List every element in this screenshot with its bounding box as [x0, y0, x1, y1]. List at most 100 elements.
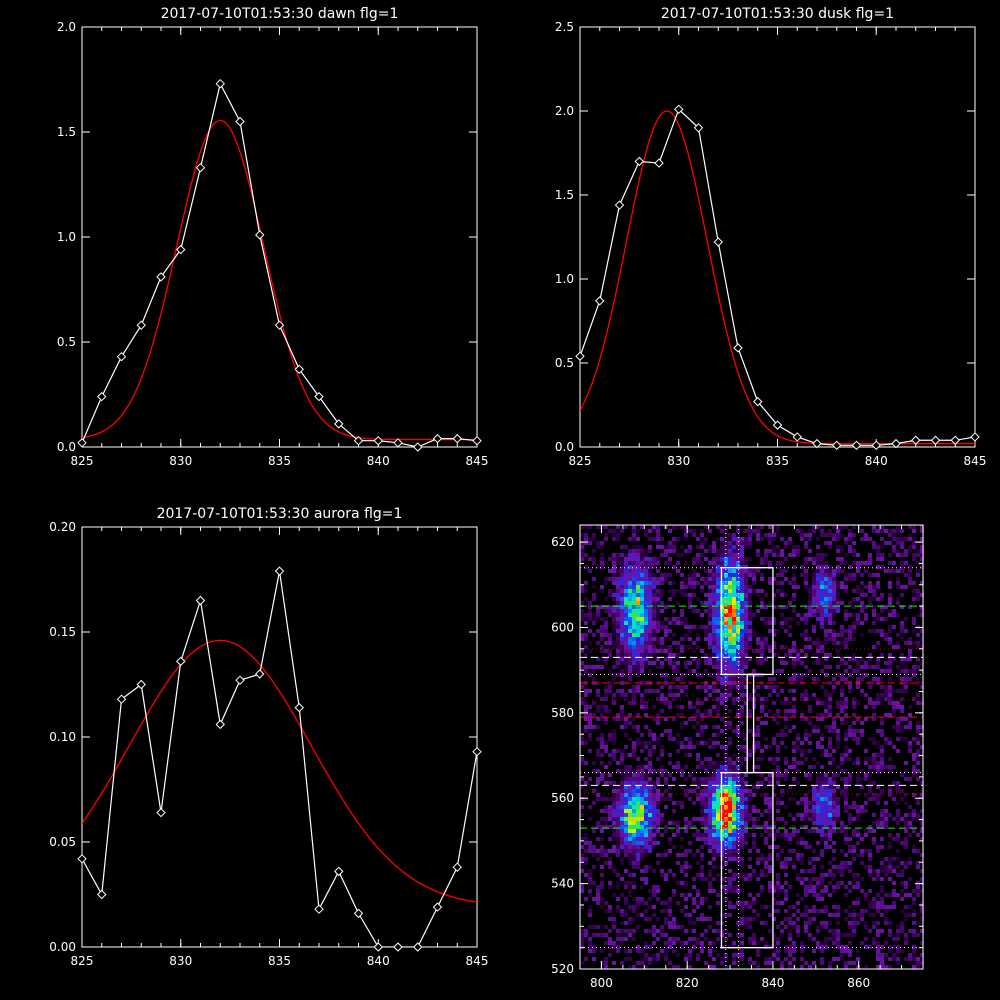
spectrogram-cell — [632, 641, 636, 645]
spectrogram-cell — [824, 673, 828, 677]
spectrogram-cell — [880, 865, 884, 869]
spectrogram-cell — [864, 613, 868, 617]
spectrogram-cell — [872, 841, 876, 845]
spectrogram-cell — [860, 633, 864, 637]
spectrogram-cell — [860, 769, 864, 773]
spectrogram-cell — [632, 665, 636, 669]
spectrogram-cell — [724, 537, 728, 541]
spectrogram-cell — [604, 581, 608, 585]
spectrogram-cell — [764, 793, 768, 797]
spectrogram-cell — [676, 761, 680, 765]
spectrogram-cell — [632, 865, 636, 869]
spectrogram-cell — [620, 817, 624, 821]
spectrogram-cell — [748, 729, 752, 733]
spectrogram-cell — [716, 573, 720, 577]
spectrogram-cell — [612, 789, 616, 793]
spectrogram-cell — [812, 661, 816, 665]
spectrogram-cell — [912, 665, 916, 669]
spectrogram-cell — [628, 721, 632, 725]
spectrogram-cell — [696, 889, 700, 893]
spectrogram-cell — [784, 709, 788, 713]
spectrogram-cell — [592, 957, 596, 961]
spectrogram-cell — [688, 605, 692, 609]
spectrogram-cell — [660, 925, 664, 929]
spectrogram-cell — [912, 953, 916, 957]
spectrogram-cell — [748, 925, 752, 929]
spectrogram-cell — [732, 873, 736, 877]
spectrogram-cell — [828, 621, 832, 625]
spectrogram-cell — [764, 657, 768, 661]
spectrogram-cell — [780, 885, 784, 889]
spectrogram-cell — [700, 565, 704, 569]
spectrogram-cell — [608, 641, 612, 645]
spectrogram-cell — [876, 565, 880, 569]
spectrogram-cell — [796, 649, 800, 653]
spectrogram-cell — [888, 793, 892, 797]
spectrogram-cell — [596, 541, 600, 545]
spectrogram-cell — [588, 733, 592, 737]
spectrogram-cell — [716, 733, 720, 737]
spectrogram-cell — [740, 713, 744, 717]
spectrogram-cell — [788, 729, 792, 733]
spectrogram-cell — [684, 777, 688, 781]
spectrogram-cell — [792, 825, 796, 829]
spectrogram-cell — [828, 829, 832, 833]
spectrogram-cell — [688, 577, 692, 581]
spectrogram-cell — [828, 705, 832, 709]
spectrogram-cell — [664, 617, 668, 621]
spectrogram-cell — [808, 861, 812, 865]
spectrogram-cell — [880, 553, 884, 557]
spectrogram-cell — [668, 685, 672, 689]
spectrogram-cell — [584, 589, 588, 593]
spectrogram-cell — [656, 657, 660, 661]
spectrogram-cell — [872, 589, 876, 593]
spectrogram-cell — [636, 609, 640, 613]
spectrogram-cell — [636, 817, 640, 821]
spectrogram-cell — [844, 861, 848, 865]
spectrogram-cell — [604, 633, 608, 637]
spectrogram-cell — [696, 721, 700, 725]
spectrogram-cell — [844, 789, 848, 793]
spectrogram-cell — [804, 577, 808, 581]
spectrogram-cell — [604, 805, 608, 809]
spectrogram-cell — [876, 869, 880, 873]
spectrogram-cell — [580, 609, 584, 613]
spectrogram-cell — [884, 825, 888, 829]
spectrogram-cell — [668, 589, 672, 593]
spectrogram-cell — [812, 889, 816, 893]
spectrogram-cell — [732, 641, 736, 645]
spectrogram-cell — [640, 841, 644, 845]
spectrogram-cell — [624, 621, 628, 625]
spectrogram-cell — [716, 853, 720, 857]
spectrogram-cell — [728, 813, 732, 817]
spectrogram-cell — [836, 565, 840, 569]
spectrogram-cell — [828, 533, 832, 537]
spectrogram-cell — [812, 725, 816, 729]
spectrogram-cell — [692, 533, 696, 537]
spectrogram-cell — [812, 641, 816, 645]
spectrogram-cell — [636, 905, 640, 909]
spectrogram-cell — [792, 649, 796, 653]
spectrogram-cell — [812, 801, 816, 805]
spectrogram-cell — [748, 921, 752, 925]
spectrogram-cell — [676, 901, 680, 905]
spectrogram-cell — [744, 737, 748, 741]
spectrogram-cell — [880, 913, 884, 917]
spectrogram-cell — [636, 853, 640, 857]
spectrogram-cell — [648, 905, 652, 909]
dawn-data-point — [432, 433, 443, 444]
spectrogram-cell — [876, 573, 880, 577]
spectrogram-cell — [864, 585, 868, 589]
spectrogram-cell — [880, 597, 884, 601]
spectrogram-cell — [824, 781, 828, 785]
spectrogram-cell — [700, 793, 704, 797]
spectrogram-cell — [852, 657, 856, 661]
spectrogram-cell — [760, 557, 764, 561]
spectrogram-cell — [712, 577, 716, 581]
spectrogram-cell — [908, 705, 912, 709]
spectrogram-cell — [636, 813, 640, 817]
spectrogram-cell — [904, 885, 908, 889]
spectrogram-cell — [776, 653, 780, 657]
spectrogram-cell — [640, 601, 644, 605]
spectrogram-cell — [912, 909, 916, 913]
